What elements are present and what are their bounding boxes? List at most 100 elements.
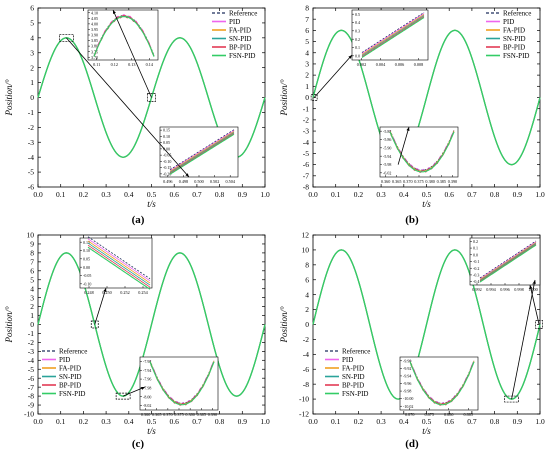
zoom-arrow bbox=[529, 284, 540, 325]
chart-panel-1: 0.0 0.1 0.2 0.3 0.4 0.5 0.6 0.7 0.8 0.9 1.0 -6 -5 -4 -… bbox=[4, 4, 270, 226]
zoom-region-marker bbox=[535, 320, 543, 329]
zoom-arrow-head bbox=[141, 386, 145, 390]
inset-x-tick-label: 0.385 bbox=[437, 179, 446, 184]
inset-y-tick-label: -7.94 bbox=[143, 368, 151, 373]
y-tick-label: 10 bbox=[302, 246, 310, 255]
zoom-inset: 0.11 0.12 0.13 0.14 4.104.054.003.953.903.85… bbox=[87, 9, 159, 67]
y-tick-label: -4 bbox=[303, 138, 309, 147]
zoom-arrow-head bbox=[185, 173, 189, 177]
x-tick-label: 0.4 bbox=[399, 190, 409, 199]
inset-series-fsn-pid bbox=[87, 246, 151, 290]
inset-y-tick-label: -0.4 bbox=[473, 279, 479, 284]
inset-y-tick-label: 3.70 bbox=[91, 55, 98, 60]
inset-y-tick-label: 3.85 bbox=[91, 38, 98, 43]
y-tick-label: 8 bbox=[305, 4, 309, 13]
x-tick-label: 0.8 bbox=[215, 190, 225, 199]
x-tick-label: 0.0 bbox=[33, 417, 43, 426]
y-axis-label: Position/° bbox=[4, 306, 14, 344]
x-tick-label: 0.5 bbox=[422, 190, 432, 199]
inset-series-fsn-pid bbox=[479, 244, 537, 283]
y-tick-label: 2 bbox=[30, 63, 34, 72]
zoom-arrow bbox=[122, 386, 146, 397]
y-axis-label: Position/° bbox=[4, 79, 14, 117]
inset-x-tick-label: 0.998 bbox=[514, 287, 523, 292]
inset-y-tick-label: 0.15 bbox=[83, 240, 90, 245]
y-tick-label: 5 bbox=[30, 275, 34, 284]
legend-label: Reference bbox=[59, 348, 87, 356]
legend-label: PID bbox=[342, 356, 353, 364]
y-tick-label: -8 bbox=[303, 380, 309, 389]
x-tick-label: 0.4 bbox=[399, 417, 409, 426]
zoom-arrow-head bbox=[348, 55, 352, 59]
y-tick-label: 8 bbox=[30, 249, 34, 258]
y-tick-label: 1 bbox=[30, 78, 34, 87]
x-tick-label: 0.7 bbox=[467, 190, 477, 199]
y-tick-label: -2 bbox=[303, 115, 309, 124]
y-axis-label: Position/° bbox=[279, 306, 289, 344]
legend-label: BP-PID bbox=[229, 44, 251, 52]
inset-y-tick-label: 0.3 bbox=[355, 28, 360, 33]
y-tick-label: -6 bbox=[303, 160, 309, 169]
inset-x-tick-label: 0.370 bbox=[163, 412, 172, 417]
inset-series-bp-pid bbox=[87, 244, 151, 288]
y-tick-label: -4 bbox=[28, 153, 34, 162]
inset-x-tick-label: 0.008 bbox=[414, 62, 423, 67]
y-tick-label: 3 bbox=[30, 48, 34, 57]
inset-frame bbox=[87, 9, 159, 61]
chart-panel-4: 0.0 0.1 0.2 0.3 0.4 0.5 0.6 0.7 0.8 0.9 1.0-12-10-… bbox=[279, 231, 545, 450]
legend-label: SN-PID bbox=[342, 373, 365, 381]
y-tick-label: 8 bbox=[305, 260, 309, 269]
inset-x-tick-label: 0.390 bbox=[208, 412, 217, 417]
inset-y-tick-label: -0.05 bbox=[163, 153, 171, 158]
zoom-arrow bbox=[511, 279, 536, 400]
y-tick-label: -6 bbox=[303, 365, 309, 374]
y-tick-label: 3 bbox=[305, 60, 309, 69]
inset-series-fa-pid bbox=[169, 131, 235, 172]
inset-x-tick-label: 0.875 bbox=[425, 412, 434, 417]
y-tick-label: 2 bbox=[30, 302, 34, 311]
x-tick-label: 0.8 bbox=[215, 417, 225, 426]
y-tick-label: -2 bbox=[28, 338, 34, 347]
inset-x-tick-label: 0.870 bbox=[405, 412, 414, 417]
inset-x-tick-label: 0.360 bbox=[141, 412, 150, 417]
inset-y-tick-label: -7.96 bbox=[143, 377, 151, 382]
zoom-region-marker bbox=[310, 94, 318, 101]
x-tick-label: 0.6 bbox=[445, 417, 455, 426]
inset-y-tick-label: -8.02 bbox=[143, 403, 151, 408]
inset-series-fa-pid bbox=[479, 242, 537, 280]
x-tick-label: 0.0 bbox=[308, 417, 318, 426]
inset-series-fsn-pid bbox=[361, 17, 425, 58]
x-tick-label: 0.7 bbox=[467, 417, 477, 426]
inset-y-tick-label: 4.05 bbox=[91, 16, 98, 21]
y-tick-label: -10 bbox=[24, 410, 34, 419]
inset-series-pid bbox=[87, 238, 151, 282]
zoom-arrow bbox=[397, 126, 410, 165]
inset-x-tick-label: 0.994 bbox=[486, 287, 496, 292]
inset-x-tick-label: 0.880 bbox=[444, 412, 453, 417]
x-axis-label: t/s bbox=[147, 426, 156, 436]
inset-frame bbox=[79, 237, 153, 289]
inset-y-tick-label: 0.10 bbox=[83, 248, 90, 253]
zoom-region-marker bbox=[90, 320, 99, 329]
x-tick-label: 0.7 bbox=[192, 190, 202, 199]
inset-series-fsn-pid bbox=[409, 361, 475, 406]
inset-y-tick-label: 0.1 bbox=[355, 45, 360, 50]
y-tick-label: 12 bbox=[302, 231, 310, 240]
x-tick-label: 0.9 bbox=[513, 190, 523, 199]
legend-label: SN-PID bbox=[503, 35, 526, 43]
x-tick-label: 0.9 bbox=[238, 190, 248, 199]
x-tick-label: 0.2 bbox=[79, 190, 89, 199]
legend-label: BP-PID bbox=[342, 382, 364, 390]
x-tick-label: 0.1 bbox=[331, 190, 341, 199]
y-tick-label: -7 bbox=[28, 383, 34, 392]
x-tick-label: 0.6 bbox=[445, 190, 455, 199]
inset-x-tick-label: 0.385 bbox=[197, 412, 206, 417]
y-tick-label: -4 bbox=[303, 350, 309, 359]
x-axis-label: t/s bbox=[147, 199, 156, 209]
x-tick-label: 0.1 bbox=[56, 417, 66, 426]
x-tick-label: 1.0 bbox=[535, 190, 545, 199]
panel-label: (d) bbox=[405, 438, 419, 450]
y-tick-label: 0 bbox=[30, 320, 34, 329]
legend-label: Reference bbox=[229, 10, 257, 18]
